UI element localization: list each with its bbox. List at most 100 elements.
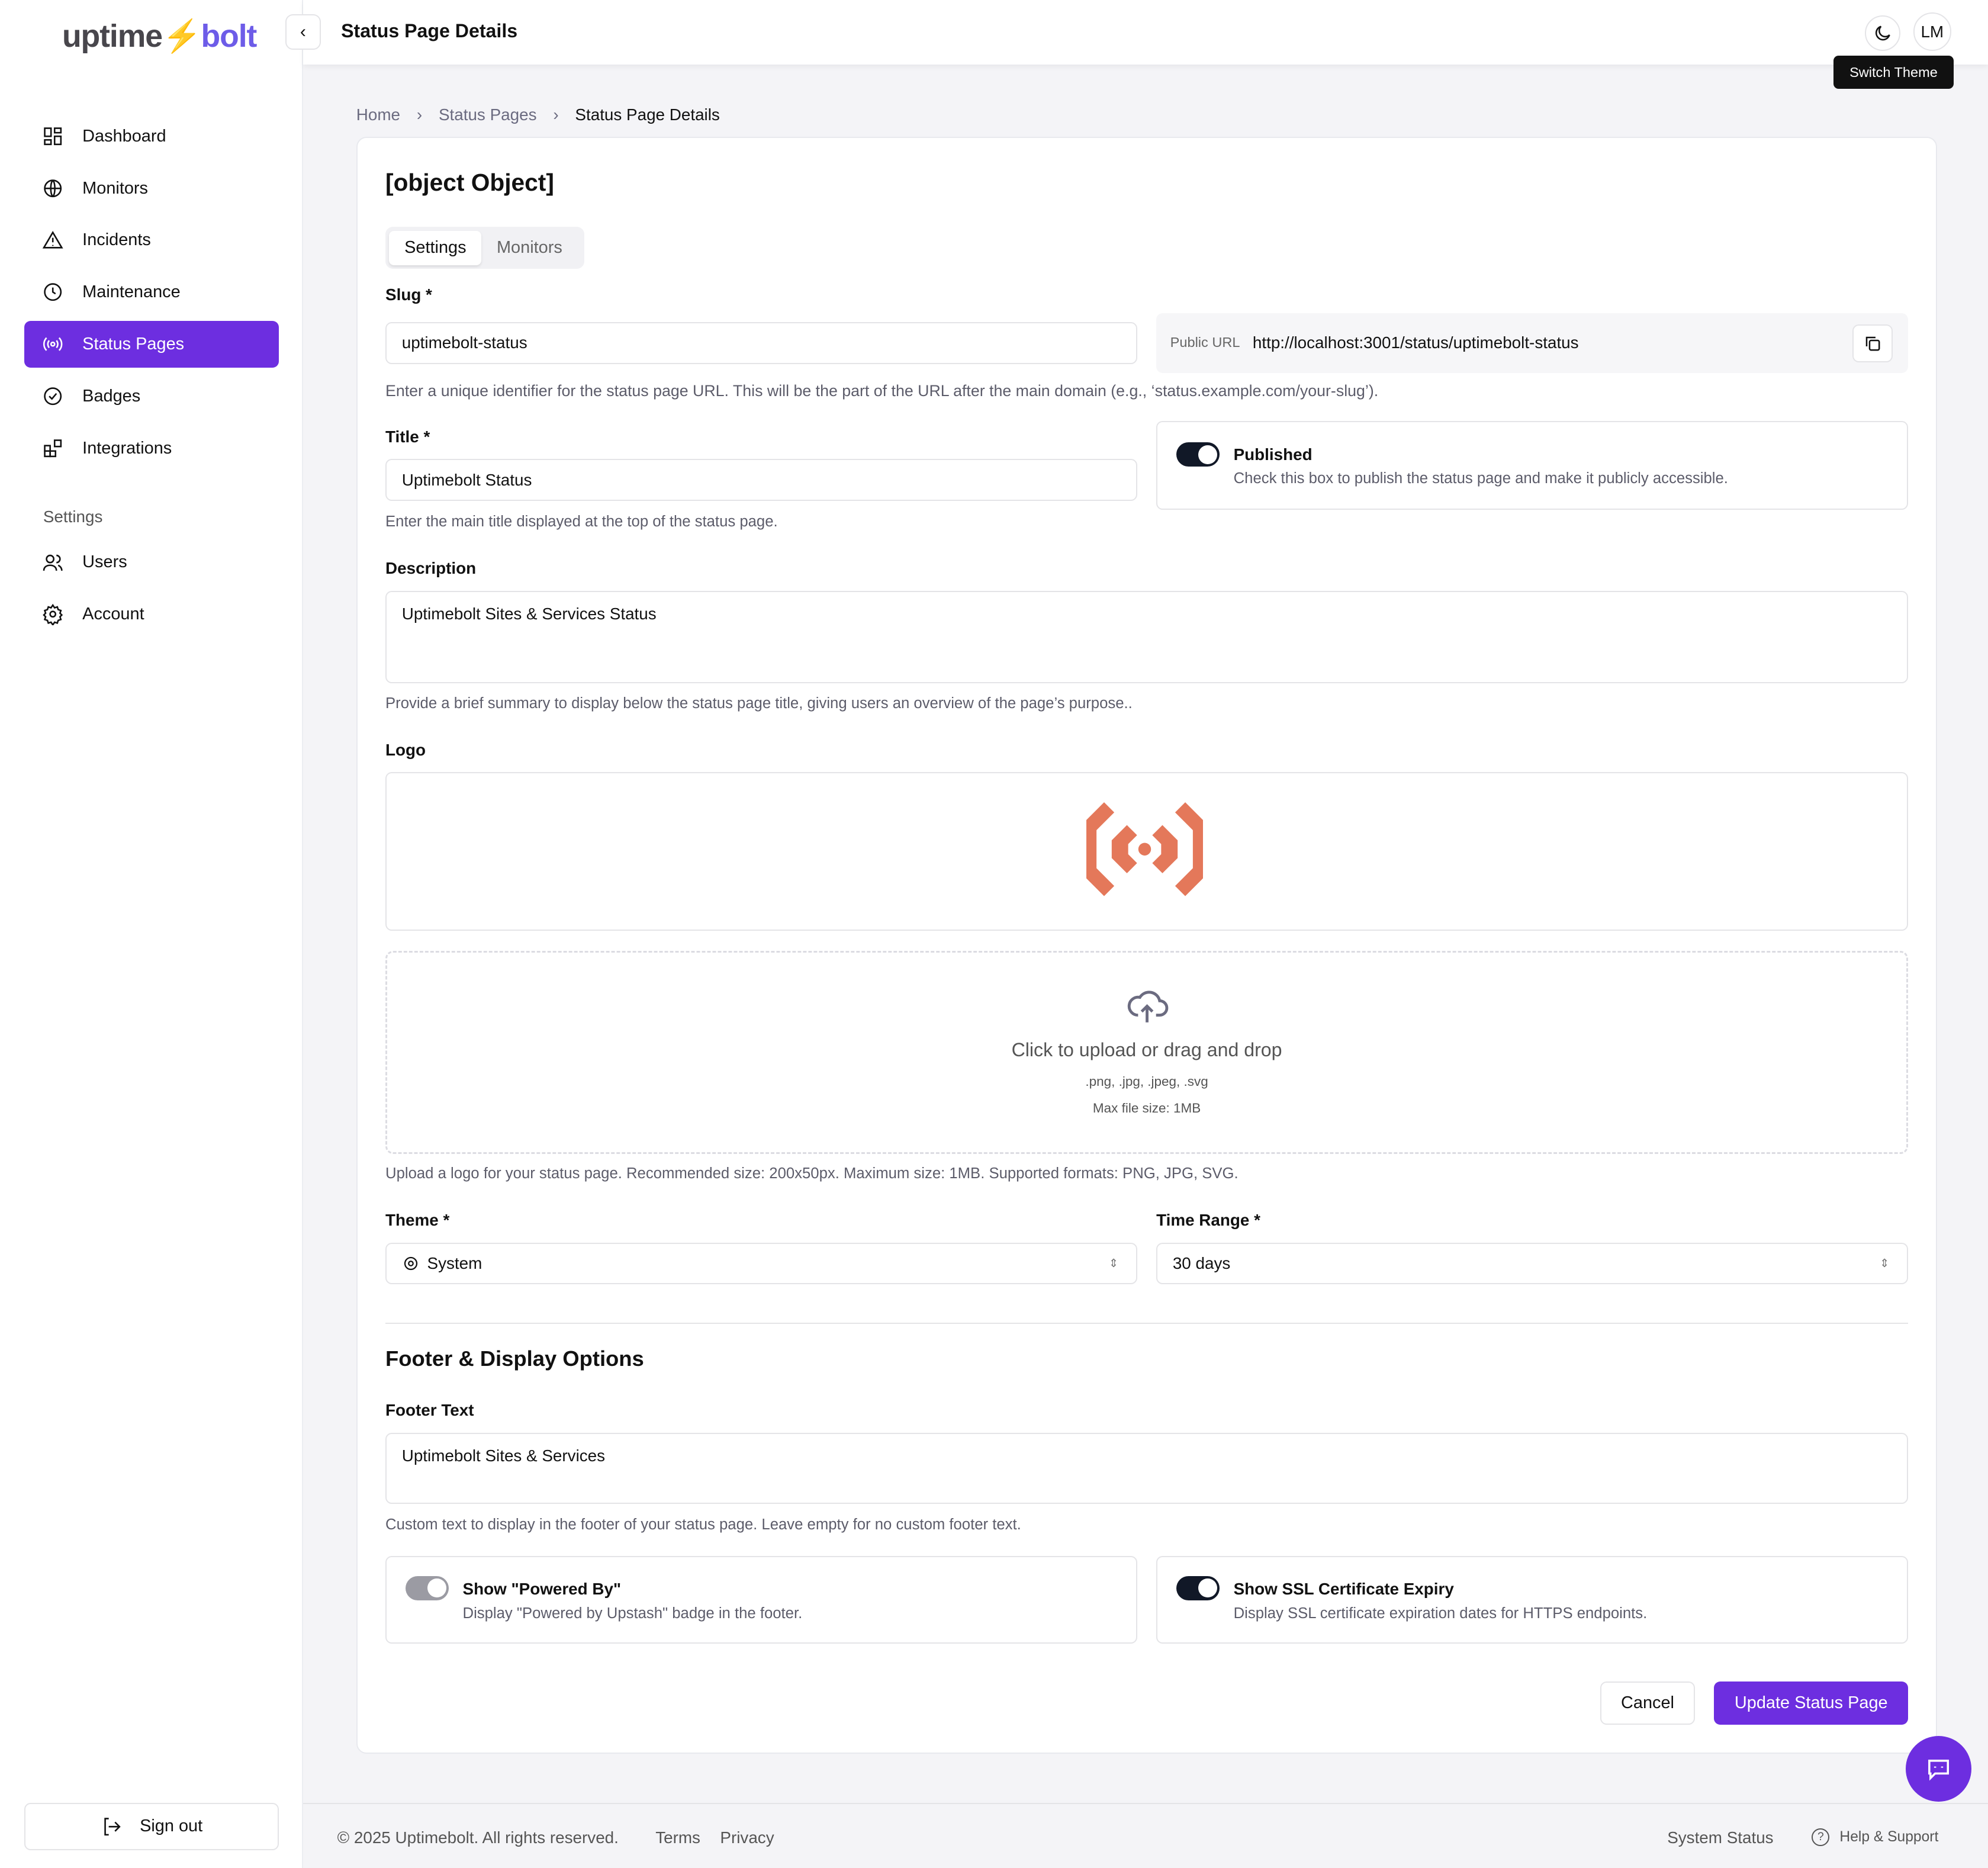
slug-hint: Enter a unique identifier for the status…: [385, 381, 1379, 400]
switch-theme-tooltip: Switch Theme: [1833, 56, 1954, 89]
description-textarea[interactable]: Uptimebolt Sites & Services Status: [385, 590, 1909, 684]
page-title: Status Page Details: [341, 20, 518, 42]
published-toggle[interactable]: [1176, 442, 1220, 467]
public-url-box: Public URL http://localhost:3001/status/…: [1156, 313, 1909, 373]
sidebar-item-incidents[interactable]: Incidents: [24, 217, 279, 263]
sidebar-item-badges[interactable]: Badges: [24, 373, 279, 420]
logo-preview: [385, 772, 1909, 931]
brand-part2: bolt: [201, 18, 258, 54]
public-url-label: Public URL: [1170, 335, 1240, 351]
status-logo-image: [1086, 802, 1204, 896]
chevron-left-icon: ‹: [300, 21, 306, 41]
gear-icon: [42, 604, 63, 625]
sidebar: uptime⚡bolt Dashboard Monitors Incidents…: [0, 0, 303, 1868]
sign-out-button[interactable]: Sign out: [24, 1803, 279, 1850]
page-footer: © 2025 Uptimebolt. All rights reserved. …: [303, 1803, 1988, 1867]
tab-settings[interactable]: Settings: [389, 230, 482, 265]
sidebar-item-status-pages[interactable]: Status Pages: [24, 320, 279, 368]
label: Sign out: [140, 1816, 203, 1836]
avatar[interactable]: LM: [1913, 12, 1951, 51]
brand-logo[interactable]: uptime⚡bolt: [62, 18, 258, 55]
footer-text-hint: Custom text to display in the footer of …: [385, 1516, 1021, 1533]
blocks-icon: [43, 439, 62, 457]
upload-text: Click to upload or drag and drop: [1011, 1039, 1282, 1061]
divider: [385, 1322, 1909, 1324]
cancel-button[interactable]: Cancel: [1600, 1681, 1696, 1725]
theme-select[interactable]: System ⇕: [385, 1242, 1137, 1285]
chat-support-button[interactable]: [1905, 1735, 1972, 1802]
breadcrumb-home[interactable]: Home: [356, 105, 401, 124]
globe-icon: [43, 179, 62, 197]
sidebar-item-integrations[interactable]: Integrations: [24, 425, 279, 471]
label: Badges: [82, 386, 141, 406]
footer-text-input[interactable]: Uptimebolt Sites & Services: [385, 1433, 1909, 1504]
radio-icon: [43, 337, 63, 351]
help-label: Help & Support: [1839, 1829, 1939, 1846]
powered-by-desc: Display "Powered by Upstash" badge in th…: [462, 1605, 803, 1622]
copy-url-button[interactable]: [1852, 324, 1893, 363]
bolt-icon: ⚡: [162, 18, 202, 54]
dashboard-icon: [43, 127, 62, 146]
footer-text-label: Footer Text: [385, 1401, 474, 1420]
form-title: [object Object]: [385, 168, 554, 196]
upload-formats: .png, .jpg, .jpeg, .svg: [1085, 1073, 1208, 1089]
time-range-label: Time Range *: [1156, 1211, 1260, 1230]
logo-hint: Upload a logo for your status page. Reco…: [385, 1165, 1239, 1182]
config-card: [356, 137, 1938, 1754]
system-status-link[interactable]: System Status: [1667, 1828, 1774, 1847]
label: Dashboard: [82, 126, 166, 146]
breadcrumb: Home › Status Pages › Status Page Details: [356, 105, 736, 124]
chevron-right-icon: ›: [416, 105, 423, 124]
bot-message-icon: [1928, 1760, 1949, 1781]
sidebar-item-dashboard[interactable]: Dashboard: [24, 113, 279, 160]
top-bar: [303, 0, 1988, 65]
breadcrumb-status-pages[interactable]: Status Pages: [438, 105, 537, 124]
chevron-right-icon: ›: [553, 105, 559, 124]
copy-icon: [1865, 337, 1880, 351]
upload-cloud-icon: [1127, 991, 1168, 1023]
sidebar-item-users[interactable]: Users: [24, 539, 279, 586]
gear-icon: [404, 1256, 417, 1271]
tab-monitors[interactable]: Monitors: [496, 238, 562, 258]
privacy-link[interactable]: Privacy: [720, 1828, 774, 1847]
settings-section-label: Settings: [43, 507, 103, 526]
label: Integrations: [82, 438, 172, 458]
chevrons-up-down-icon: ⇕: [1108, 1258, 1119, 1271]
powered-by-toggle[interactable]: [406, 1576, 449, 1600]
moon-icon: [1876, 25, 1890, 40]
help-support-link[interactable]: ? Help & Support: [1812, 1828, 1938, 1846]
published-desc: Check this box to publish the status pag…: [1233, 470, 1728, 487]
theme-label: Theme *: [385, 1211, 450, 1230]
logo-upload-dropzone[interactable]: Click to upload or drag and drop .png, .…: [385, 951, 1909, 1154]
sidebar-item-maintenance[interactable]: Maintenance: [24, 269, 279, 316]
clock-icon: [43, 283, 62, 301]
switch-theme-button[interactable]: [1865, 15, 1901, 51]
help-circle-icon: ?: [1812, 1828, 1830, 1846]
public-url-value: http://localhost:3001/status/uptimebolt-…: [1252, 333, 1579, 352]
chevrons-up-down-icon: ⇕: [1879, 1258, 1890, 1271]
collapse-sidebar-button[interactable]: ‹: [285, 14, 321, 50]
label: Account: [82, 605, 144, 624]
label: Maintenance: [82, 282, 181, 302]
ssl-option: Show SSL Certificate Expiry Display SSL …: [1156, 1555, 1909, 1644]
published-option: Published Check this box to publish the …: [1156, 421, 1909, 510]
slug-input[interactable]: uptimebolt-status: [385, 321, 1137, 364]
published-label: Published: [1233, 445, 1313, 464]
ssl-toggle[interactable]: [1176, 1576, 1220, 1600]
time-range-select[interactable]: 30 days ⇕: [1156, 1242, 1909, 1285]
update-status-page-button[interactable]: Update Status Page: [1714, 1681, 1909, 1725]
powered-by-label: Show "Powered By": [462, 1580, 622, 1599]
footer-section-title: Footer & Display Options: [385, 1346, 644, 1371]
title-label: Title *: [385, 427, 430, 446]
label: Users: [82, 552, 127, 572]
upload-max-size: Max file size: 1MB: [1092, 1101, 1201, 1116]
sidebar-item-account[interactable]: Account: [24, 591, 279, 638]
terms-link[interactable]: Terms: [655, 1828, 700, 1847]
tabs: Settings Monitors: [385, 227, 585, 269]
description-label: Description: [385, 559, 477, 578]
sidebar-item-monitors[interactable]: Monitors: [24, 165, 279, 211]
title-input[interactable]: Uptimebolt Status: [385, 459, 1137, 501]
ssl-label: Show SSL Certificate Expiry: [1233, 1580, 1454, 1599]
label: Status Pages: [82, 334, 185, 353]
badge-check-icon: [43, 387, 62, 406]
